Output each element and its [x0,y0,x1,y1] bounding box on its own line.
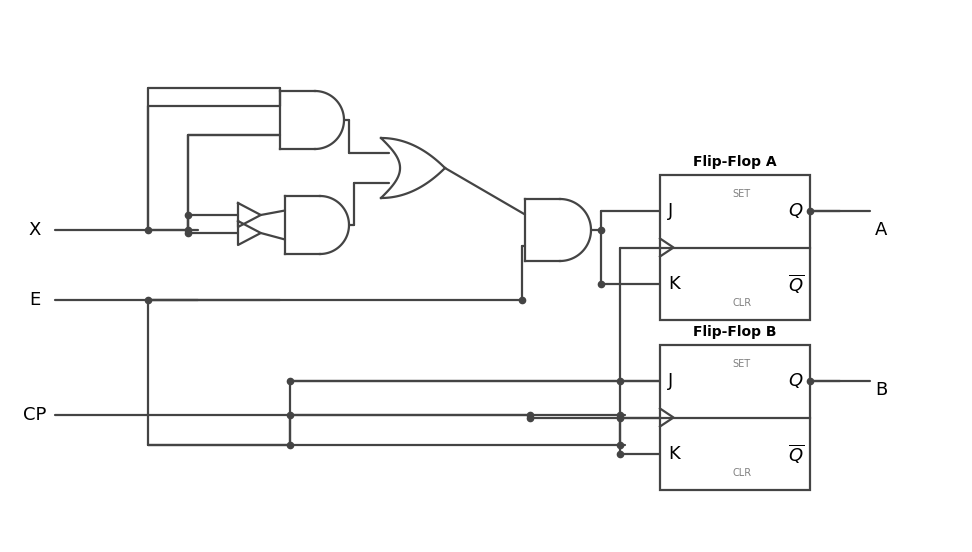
Text: $\overline{Q}$: $\overline{Q}$ [788,442,804,465]
Text: Flip-Flop A: Flip-Flop A [693,155,777,169]
Text: J: J [668,202,674,220]
Bar [660,175,810,320]
Text: Q: Q [788,202,802,220]
Text: Flip-Flop B: Flip-Flop B [693,325,777,339]
Text: SET: SET [732,359,750,369]
Text: E: E [29,291,41,309]
Text: Q: Q [788,372,802,390]
Bar [660,345,810,490]
Text: K: K [668,275,679,293]
Text: CLR: CLR [732,298,751,307]
Text: K: K [668,445,679,463]
Text: A: A [875,221,887,239]
Text: CP: CP [23,406,47,424]
Text: J: J [668,372,674,390]
Text: SET: SET [732,189,750,199]
Text: CLR: CLR [732,468,751,477]
Text: X: X [29,221,41,239]
Text: $\overline{Q}$: $\overline{Q}$ [788,272,804,295]
Text: B: B [875,381,887,399]
